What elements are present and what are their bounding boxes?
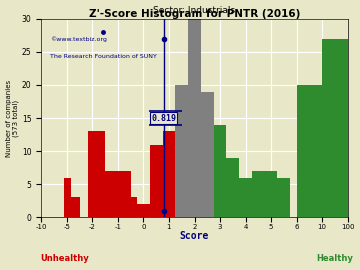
Title: Z'-Score Histogram for PNTR (2016): Z'-Score Histogram for PNTR (2016) [89, 9, 300, 19]
Bar [150, 144, 163, 217]
Text: Sector: Industrials: Sector: Industrials [153, 6, 235, 15]
Bar [175, 85, 188, 217]
Text: 0.819: 0.819 [151, 113, 176, 123]
Text: Healthy: Healthy [316, 254, 353, 263]
Bar [88, 131, 105, 217]
Bar [213, 125, 226, 217]
Bar [105, 171, 131, 217]
Text: The Research Foundation of SUNY: The Research Foundation of SUNY [50, 55, 157, 59]
Bar [239, 178, 252, 217]
Text: Unhealthy: Unhealthy [40, 254, 89, 263]
Bar [322, 39, 348, 217]
X-axis label: Score: Score [180, 231, 209, 241]
Bar [226, 158, 239, 217]
Bar [163, 131, 175, 217]
Bar [64, 178, 71, 217]
Bar [265, 171, 278, 217]
Text: ©www.textbiz.org: ©www.textbiz.org [50, 37, 107, 42]
Bar [201, 92, 213, 217]
Bar [71, 197, 80, 217]
Bar [252, 171, 265, 217]
Bar [297, 85, 322, 217]
Bar [188, 19, 201, 217]
Bar [137, 204, 150, 217]
Bar [278, 178, 290, 217]
Bar [124, 197, 137, 217]
Y-axis label: Number of companies
(573 total): Number of companies (573 total) [5, 79, 19, 157]
